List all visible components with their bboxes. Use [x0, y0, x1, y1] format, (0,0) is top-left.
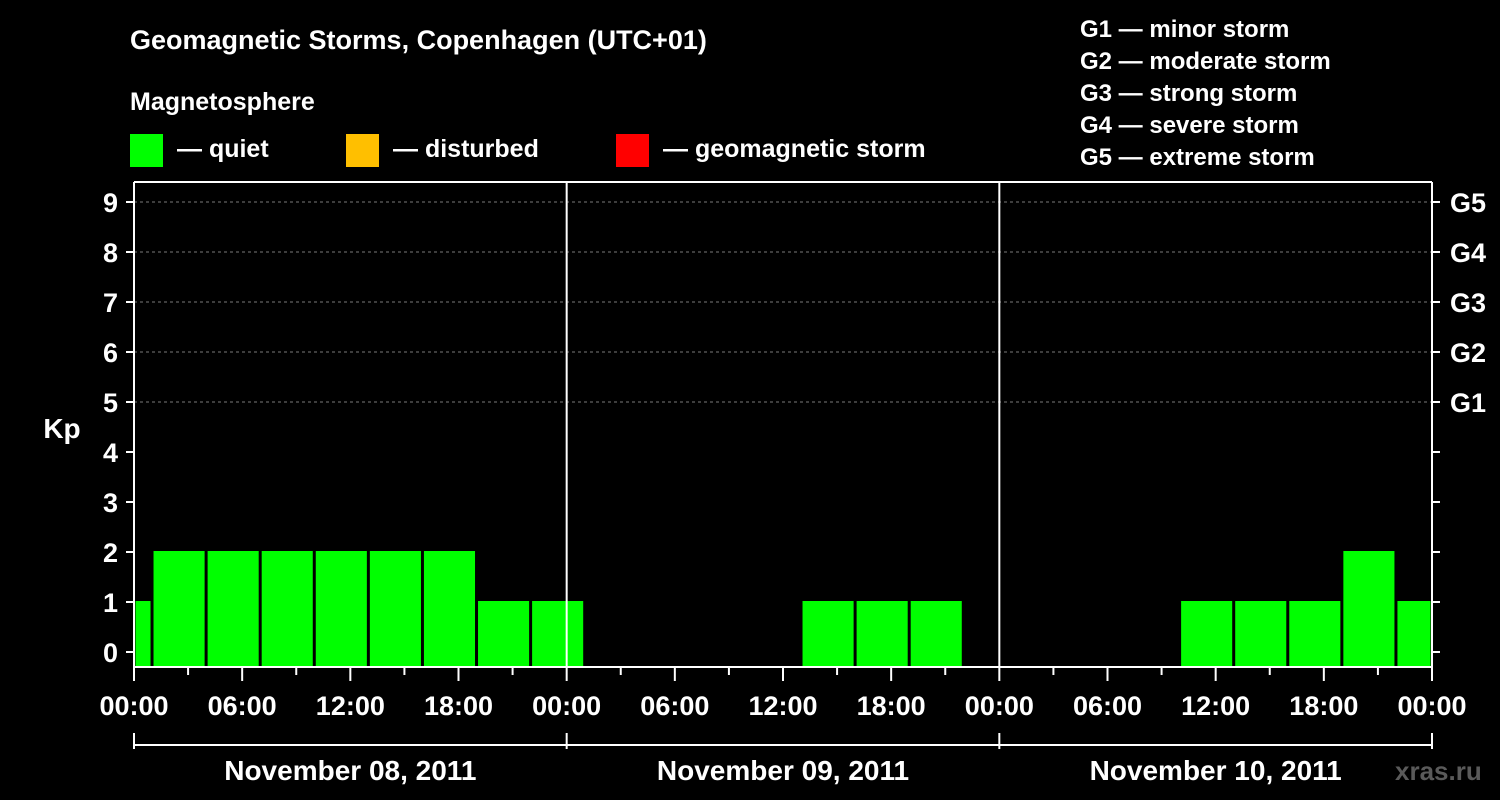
y-tick-label-3: 3 — [103, 488, 118, 518]
x-tick-label-4: 00:00 — [532, 691, 601, 721]
x-tick-label-0: 00:00 — [99, 691, 168, 721]
storm-scale-legend: G1 — minor storm G2 — moderate storm G3 … — [1080, 16, 1331, 171]
gridlines — [134, 201, 1432, 403]
g-level-label-G1: G1 — [1450, 388, 1486, 418]
bar-5 — [369, 551, 421, 667]
x-tick-label-6: 12:00 — [748, 691, 817, 721]
bar-12 — [1181, 601, 1233, 667]
y-axis-title: Kp — [43, 413, 80, 444]
bar-0 — [135, 601, 151, 667]
x-tick-label-8: 00:00 — [965, 691, 1034, 721]
x-tick-label-7: 18:00 — [857, 691, 926, 721]
watermark: xras.ru — [1395, 756, 1482, 786]
x-tick-label-1: 06:00 — [208, 691, 277, 721]
storm-scale-g2: G2 — moderate storm — [1080, 48, 1331, 75]
status-legend: — quiet — disturbed — geomagnetic storm — [130, 134, 926, 167]
y-tick-label-1: 1 — [103, 588, 118, 618]
bar-4 — [315, 551, 367, 667]
bar-3 — [261, 551, 313, 667]
y-tick-label-6: 6 — [103, 338, 118, 368]
bar-1 — [153, 551, 205, 667]
bar-13 — [1235, 601, 1287, 667]
legend-swatch-geomagnetic-storm — [616, 134, 649, 167]
y-tick-label-4: 4 — [103, 438, 118, 468]
bar-8 — [532, 601, 584, 667]
legend-swatch-disturbed — [346, 134, 379, 167]
y-tick-label-7: 7 — [103, 288, 118, 318]
bar-7 — [478, 601, 530, 667]
bar-10 — [856, 601, 908, 667]
y-tick-label-5: 5 — [103, 388, 118, 418]
g-level-label-G2: G2 — [1450, 338, 1486, 368]
bar-2 — [207, 551, 259, 667]
x-tick-label-12: 00:00 — [1397, 691, 1466, 721]
bar-6 — [423, 551, 476, 667]
day-label-1: November 09, 2011 — [657, 755, 909, 786]
x-tick-label-10: 12:00 — [1181, 691, 1250, 721]
g-level-label-G5: G5 — [1450, 188, 1486, 218]
storm-scale-g5: G5 — extreme storm — [1080, 144, 1315, 171]
bars — [135, 551, 1431, 667]
storm-scale-g1: G1 — minor storm — [1080, 16, 1289, 43]
chart-subtitle: Magnetosphere — [130, 88, 315, 116]
legend-swatch-quiet — [130, 134, 163, 167]
bar-9 — [802, 601, 854, 667]
x-tick-label-2: 12:00 — [316, 691, 385, 721]
bar-14 — [1289, 601, 1341, 667]
x-tick-label-3: 18:00 — [424, 691, 493, 721]
y-tick-label-0: 0 — [103, 638, 118, 668]
g-level-label-G3: G3 — [1450, 288, 1486, 318]
y-tick-label-8: 8 — [103, 238, 118, 268]
legend-label-quiet: — quiet — [177, 135, 269, 163]
x-tick-label-11: 18:00 — [1289, 691, 1358, 721]
storm-scale-g4: G4 — severe storm — [1080, 112, 1299, 139]
x-tick-label-9: 06:00 — [1073, 691, 1142, 721]
day-label-0: November 08, 2011 — [224, 755, 476, 786]
g-level-label-G4: G4 — [1450, 238, 1486, 268]
y-tick-label-9: 9 — [103, 188, 118, 218]
legend-label-geomagnetic-storm: — geomagnetic storm — [663, 135, 926, 163]
bar-16 — [1397, 601, 1431, 667]
bar-15 — [1343, 551, 1395, 667]
y-tick-label-2: 2 — [103, 538, 118, 568]
x-tick-label-5: 06:00 — [640, 691, 709, 721]
day-label-2: November 10, 2011 — [1090, 755, 1342, 786]
chart-title: Geomagnetic Storms, Copenhagen (UTC+01) — [130, 25, 707, 55]
bar-11 — [910, 601, 962, 667]
storm-scale-g3: G3 — strong storm — [1080, 80, 1297, 107]
axes: 0 1 2 3 4 5 6 7 8 9 G5 G4 G3 G2 G1 00:00 06:00 12:00 18:00… — [99, 181, 1486, 786]
legend-label-disturbed: — disturbed — [393, 135, 539, 163]
